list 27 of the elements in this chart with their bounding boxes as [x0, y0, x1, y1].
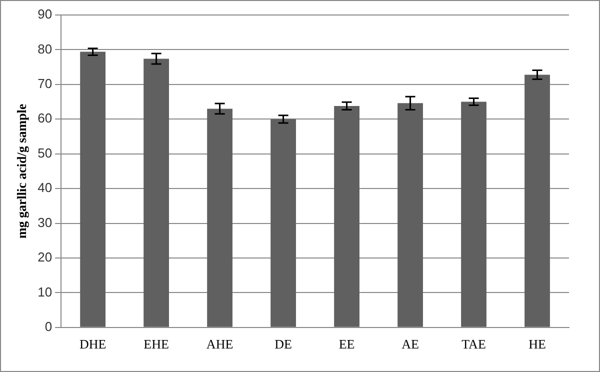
y-tick-label: 10	[38, 284, 52, 300]
x-tick-label: DHE	[79, 336, 106, 352]
y-tick-label: 0	[44, 318, 52, 334]
bar	[398, 103, 423, 327]
y-tick-label: 70	[38, 76, 52, 91]
y-tick-label: 80	[38, 41, 52, 56]
bar	[461, 102, 486, 327]
x-tick-label: EHE	[144, 336, 169, 352]
y-tick-label: 30	[38, 214, 52, 230]
y-tick-label: 40	[38, 180, 52, 196]
y-tick-label: 60	[38, 110, 52, 126]
x-tick-label: DE	[274, 336, 292, 352]
y-tick-label: 20	[38, 250, 52, 265]
bar	[524, 74, 550, 327]
y-tick-label: 50	[38, 145, 52, 160]
x-tick-label: EE	[338, 336, 355, 352]
bar	[207, 108, 232, 327]
bar	[270, 119, 296, 327]
bar	[144, 58, 169, 327]
x-tick-label: AE	[402, 336, 419, 352]
x-tick-label: TAE	[462, 336, 486, 352]
x-tick-label: AHE	[206, 336, 234, 352]
bar	[80, 52, 106, 327]
y-tick-label: 90	[38, 6, 52, 22]
x-tick-label: HE	[528, 336, 546, 352]
y-axis-title: mg garllic acid/g sample	[14, 104, 30, 239]
bar	[334, 106, 360, 327]
